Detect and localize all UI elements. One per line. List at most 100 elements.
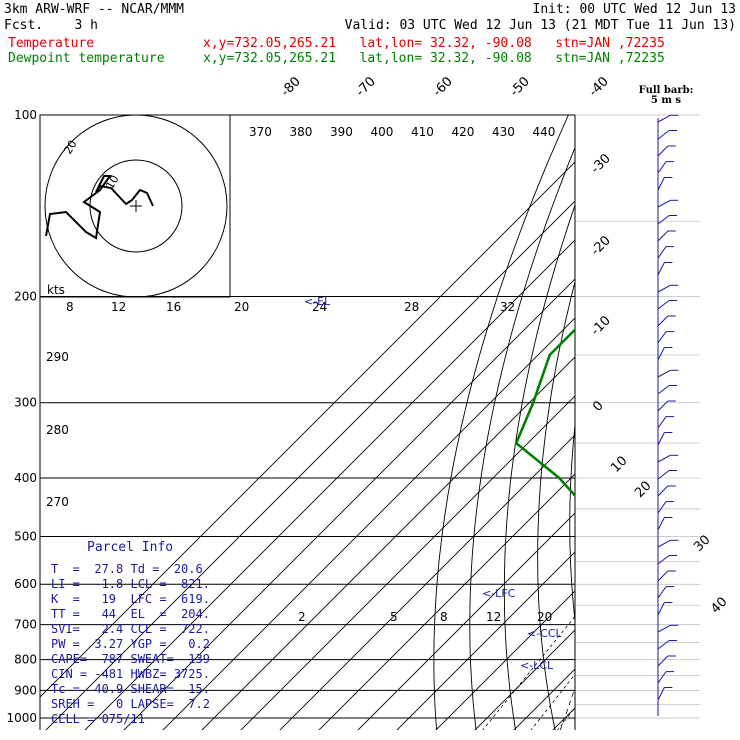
mixing-ratio-line [557, 707, 575, 730]
dry-adiabat [715, 115, 740, 731]
hodograph-trace [45, 175, 154, 240]
pressure-label: 900 [14, 683, 37, 697]
wind-barb [657, 570, 669, 582]
theta-label: 430 [492, 125, 515, 139]
hodograph-unit-label: kts [47, 283, 65, 297]
dry-adiabat [503, 203, 575, 730]
thermo-grid [40, 115, 740, 731]
wind-barb [657, 215, 670, 225]
theta-label: 270 [46, 495, 69, 509]
pressure-label: 700 [14, 618, 37, 632]
wind-barb [657, 199, 671, 208]
isotherm-label: 10 [608, 454, 630, 476]
hodograph-ring-label: 20 [61, 138, 79, 157]
pressure-label: 1000 [6, 711, 37, 725]
parcel-row: CAPE= 787 SWEAT= 139 [51, 652, 210, 666]
isotherm [201, 356, 575, 730]
level-annotation: <-LFC [482, 587, 516, 600]
isotherm [396, 551, 575, 730]
barb-legend: Full barb: 5 m s [638, 86, 694, 106]
parcel-row: Tc = 40.9 SHEAR= 15. [51, 682, 210, 696]
dry-adiabat [537, 280, 575, 730]
isotherm [435, 590, 575, 730]
wind-barb [657, 114, 671, 123]
dry-adiabat [569, 420, 575, 626]
isotherm [474, 629, 575, 730]
wind-barb [657, 671, 667, 684]
isotherm [357, 512, 575, 730]
wind-barb [657, 655, 669, 667]
moist-adiabat [576, 297, 663, 731]
wind-barb [657, 586, 667, 599]
wind-barb [657, 517, 665, 531]
hodograph-speed-label: 20 [234, 300, 249, 314]
hodograph-speed-label: 32 [500, 300, 515, 314]
mixing-ratio-label: 12 [486, 610, 501, 624]
wind-barb [657, 400, 669, 412]
model-title: 3km ARW-WRF -- NCAR/MMM [4, 2, 185, 17]
pressure-label: 800 [14, 653, 37, 667]
isotherm-label: -40 [586, 74, 612, 100]
isotherm-label: -30 [588, 151, 614, 177]
parcel-row: SREH = 0 LAPSE= 7.2 [51, 697, 210, 711]
valid-time: Valid: 03 UTC Wed 12 Jun 13 (21 MDT Tue … [344, 18, 736, 33]
wind-barb [657, 246, 667, 259]
isotherm [279, 434, 575, 730]
theta-label: 280 [46, 423, 69, 437]
dry-adiabat [660, 115, 714, 731]
isotherm [669, 115, 740, 731]
isotherm [240, 395, 575, 730]
hodograph-speed-label: 16 [166, 300, 181, 314]
wind-barb [657, 624, 671, 633]
isotherm [630, 115, 740, 731]
pressure-label: 200 [14, 290, 37, 304]
wind-barb [657, 300, 670, 310]
wind-barb [657, 687, 665, 701]
plot-frame [39, 114, 700, 730]
hodograph-speed-label: 8 [66, 300, 74, 314]
wind-barb [657, 602, 665, 616]
temperature-location: x,y=732.05,265.21 lat,lon= 32.32, -90.08… [203, 36, 665, 51]
parcel-row: T = 27.8 Td = 20.6 [51, 562, 203, 576]
dewpoint-legend: Dewpoint temperature [8, 51, 165, 66]
isotherm-label: -80 [278, 74, 304, 100]
theta-label: 400 [371, 125, 394, 139]
isotherm [40, 161, 575, 698]
pressure-label: 600 [14, 577, 37, 591]
wind-barb [657, 539, 671, 548]
moist-adiabat [654, 297, 740, 731]
hodograph: 10 20 [44, 115, 228, 297]
wind-barb [657, 230, 669, 242]
pressure-label: 300 [14, 396, 37, 410]
isotherm-label: 40 [708, 595, 730, 617]
wind-barb [657, 315, 669, 327]
wind-barb [657, 485, 669, 497]
moist-adiabat [559, 685, 575, 730]
wind-barb [657, 501, 667, 514]
mixing-ratio-line [482, 615, 575, 730]
wind-barb [657, 369, 671, 378]
isotherm-label: 0 [590, 398, 606, 414]
theta-label: 390 [330, 125, 353, 139]
mixing-ratio-label: 20 [537, 610, 552, 624]
mixing-ratio-label: 5 [390, 610, 398, 624]
temperature-profile [634, 115, 740, 718]
wind-barb [657, 145, 669, 157]
wind-barbs [657, 114, 679, 716]
hodograph-speed-label: 12 [111, 300, 126, 314]
theta-label: 420 [452, 125, 475, 139]
theta-label: 370 [249, 125, 272, 139]
isotherm-label: -70 [353, 74, 379, 100]
mixing-ratio-label: 8 [440, 610, 448, 624]
isotherm-label: 20 [632, 479, 654, 501]
parcel-row: PW = 3.27 YGP = 0.2 [51, 637, 210, 651]
hodograph-ring-20 [44, 115, 228, 297]
hodograph-speed-label: 24 [312, 300, 327, 314]
wind-barb [657, 555, 670, 565]
mixing-ratio-line [530, 673, 575, 730]
wind-barb [657, 130, 670, 140]
isotherm-label: -60 [430, 74, 456, 100]
theta-label: 440 [533, 125, 556, 139]
parcel-info-title: Parcel Info [87, 540, 174, 555]
